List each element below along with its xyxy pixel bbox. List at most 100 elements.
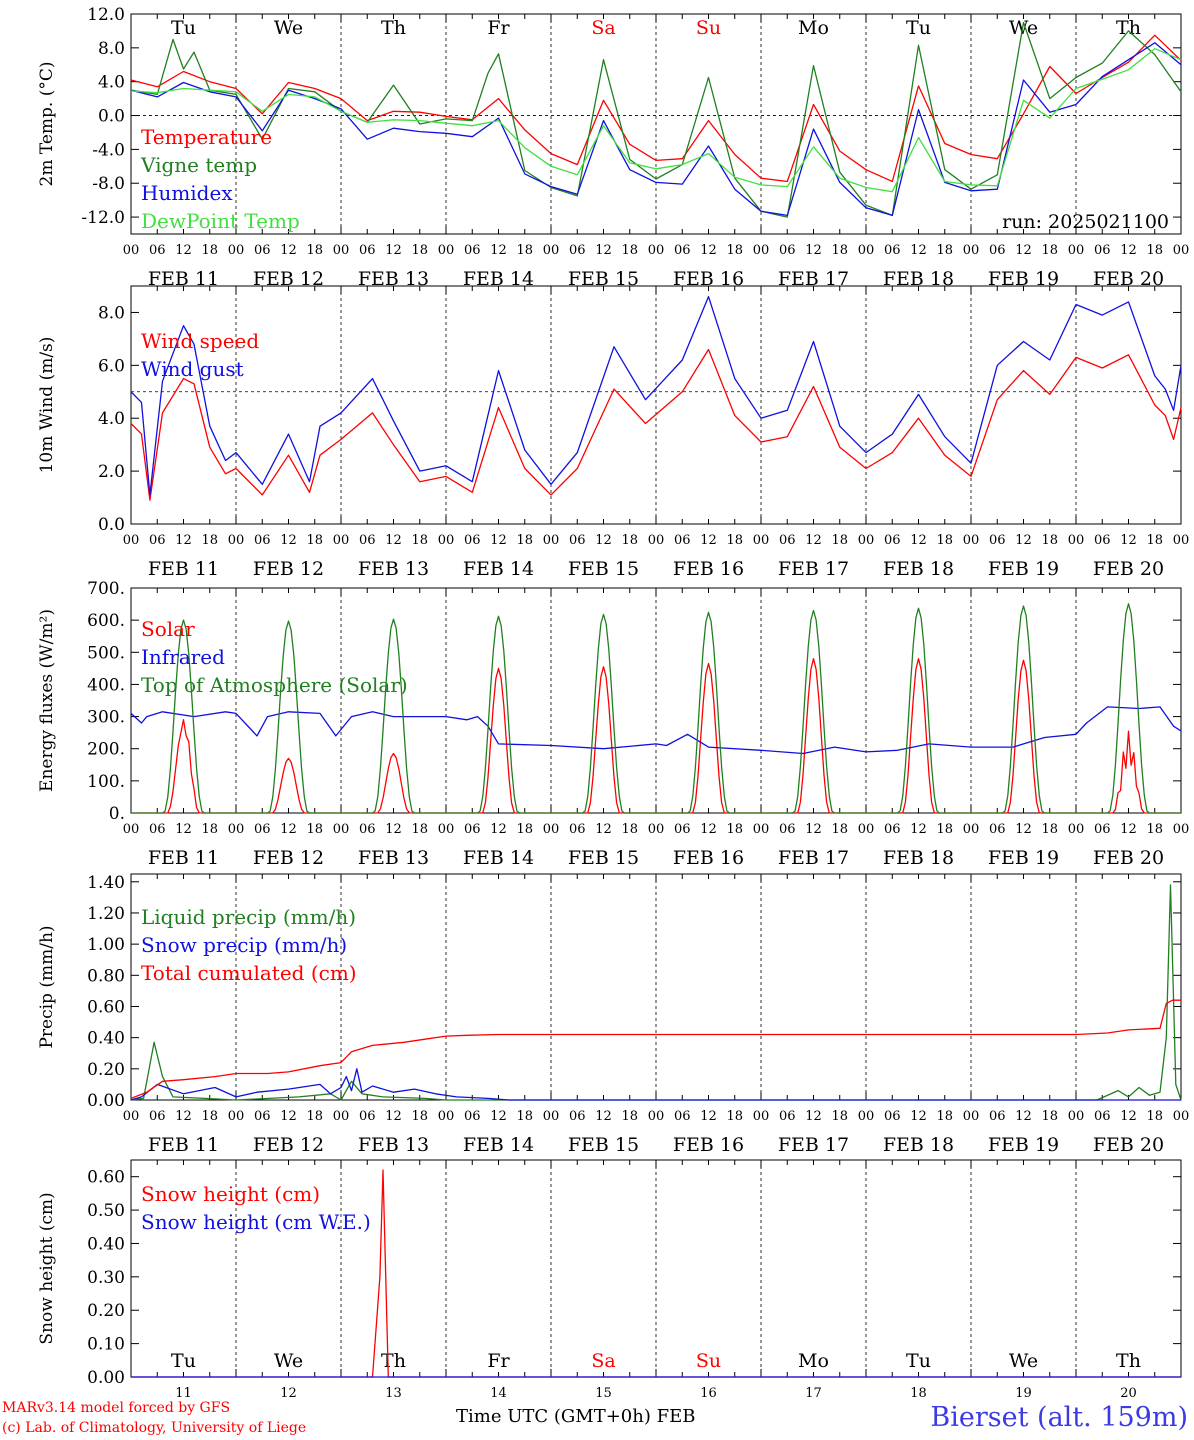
y-tick-label: 12.0 xyxy=(87,5,125,25)
day-header: We xyxy=(274,17,303,39)
hour-tick-label: 00 xyxy=(648,533,665,548)
day-header: Sa xyxy=(591,17,615,39)
hour-tick-label: 06 xyxy=(149,822,166,837)
hour-tick-label: 18 xyxy=(726,1109,743,1124)
day-header: Su xyxy=(696,1350,721,1372)
y-tick-label: 8.0 xyxy=(98,39,125,59)
day-header: Tu xyxy=(171,17,196,39)
legend-entry: Total cumulated (cm) xyxy=(141,961,357,985)
hour-tick-label: 00 xyxy=(963,1109,980,1124)
hour-tick-label: 12 xyxy=(385,533,402,548)
date-label: FEB 16 xyxy=(673,847,744,869)
hour-tick-label: 18 xyxy=(411,1109,428,1124)
hour-tick-label: 00 xyxy=(1173,533,1190,548)
hour-tick-label: 12 xyxy=(1015,822,1032,837)
y-tick-label: -4.0 xyxy=(92,140,125,160)
date-label: FEB 14 xyxy=(463,847,534,869)
panel-2: 8.0 6.0 4.0 2.0 0.0 10m Wind (m/s) 00 06 12 18 FEB… xyxy=(37,285,1190,580)
hour-tick-label: 06 xyxy=(464,533,481,548)
hour-tick-label: 12 xyxy=(910,1109,927,1124)
hour-tick-label: 06 xyxy=(464,243,481,258)
hour-tick-label: 18 xyxy=(516,822,533,837)
hour-tick-label: 06 xyxy=(779,243,796,258)
hour-tick-label: 06 xyxy=(884,1109,901,1124)
hour-tick-label: 00 xyxy=(1173,822,1190,837)
date-label: FEB 20 xyxy=(1093,1134,1164,1156)
y-tick-label: 0.20 xyxy=(87,1060,125,1080)
date-label: FEB 15 xyxy=(568,847,639,869)
y-tick-label: -8.0 xyxy=(92,174,125,194)
hour-tick-label: 06 xyxy=(674,533,691,548)
hour-tick-label: 06 xyxy=(464,822,481,837)
hour-tick-label: 06 xyxy=(884,822,901,837)
y-tick-label: 0.20 xyxy=(87,1301,125,1321)
hour-tick-label: 06 xyxy=(1094,822,1111,837)
hour-tick-label: 06 xyxy=(359,822,376,837)
hour-tick-label: 12 xyxy=(595,243,612,258)
hour-tick-label: 12 xyxy=(280,1109,297,1124)
day-number-label: 17 xyxy=(805,1386,822,1400)
hour-tick-label: 12 xyxy=(1015,243,1032,258)
day-header: Tu xyxy=(171,1350,196,1372)
date-label: FEB 18 xyxy=(883,268,954,290)
legend-entry: Temperature xyxy=(141,125,272,149)
y-tick-label: 0.60 xyxy=(87,1168,125,1188)
series-line-4-2 xyxy=(130,1068,1181,1101)
legend-entry: Wind speed xyxy=(141,329,259,353)
y-axis-label: Energy fluxes (W/m²) xyxy=(37,609,57,792)
hour-tick-label: 18 xyxy=(831,533,848,548)
date-label: FEB 13 xyxy=(358,1134,429,1156)
y-tick-label: 600. xyxy=(87,611,125,631)
hour-tick-label: 00 xyxy=(333,533,350,548)
model-credit: MARv3.14 model forced by GFS xyxy=(2,1400,231,1416)
y-axis-label: Precip (mm/h) xyxy=(37,925,57,1048)
hour-tick-label: 06 xyxy=(254,1109,271,1124)
legend-entry: Snow height (cm) xyxy=(141,1182,320,1206)
hour-tick-label: 18 xyxy=(621,822,638,837)
y-axis-label: Snow height (cm) xyxy=(37,1192,57,1344)
date-label: FEB 13 xyxy=(358,847,429,869)
hour-tick-label: 00 xyxy=(858,243,875,258)
date-label: FEB 14 xyxy=(463,1134,534,1156)
hour-tick-label: 06 xyxy=(674,822,691,837)
date-label: FEB 18 xyxy=(883,847,954,869)
day-number-label: 15 xyxy=(595,1386,612,1400)
date-label: FEB 14 xyxy=(463,558,534,580)
date-label: FEB 17 xyxy=(778,847,849,869)
hour-tick-label: 18 xyxy=(726,243,743,258)
hour-tick-label: 12 xyxy=(910,822,927,837)
hour-tick-label: 06 xyxy=(1094,1109,1111,1124)
y-axis-label: 10m Wind (m/s) xyxy=(37,337,57,474)
hour-tick-label: 00 xyxy=(963,243,980,258)
day-header: We xyxy=(1009,1350,1038,1372)
day-number-label: 16 xyxy=(700,1386,717,1400)
date-label: FEB 12 xyxy=(253,268,324,290)
hour-tick-label: 18 xyxy=(726,533,743,548)
hour-tick-label: 00 xyxy=(753,1109,770,1124)
hour-tick-label: 00 xyxy=(543,243,560,258)
date-label: FEB 15 xyxy=(568,1134,639,1156)
date-label: FEB 11 xyxy=(148,1134,219,1156)
hour-tick-label: 12 xyxy=(595,822,612,837)
hour-tick-label: 12 xyxy=(595,1109,612,1124)
hour-tick-label: 06 xyxy=(464,1109,481,1124)
day-header: Mo xyxy=(798,17,829,39)
hour-tick-label: 12 xyxy=(1120,1109,1137,1124)
legend-entry: DewPoint Temp xyxy=(141,209,300,233)
hour-tick-label: 06 xyxy=(149,243,166,258)
legend-entry: Infrared xyxy=(141,645,225,669)
day-number-label: 14 xyxy=(490,1386,507,1400)
hour-tick-label: 12 xyxy=(490,243,507,258)
hour-tick-label: 18 xyxy=(726,822,743,837)
series-line-3-2 xyxy=(130,706,1182,755)
series-line-4-1 xyxy=(130,884,1182,1101)
hour-tick-label: 00 xyxy=(963,822,980,837)
hour-tick-label: 12 xyxy=(910,243,927,258)
hour-tick-label: 06 xyxy=(149,1109,166,1124)
hour-tick-label: 00 xyxy=(543,822,560,837)
hour-tick-label: 18 xyxy=(1041,533,1058,548)
hour-tick-label: 18 xyxy=(411,243,428,258)
hour-tick-label: 00 xyxy=(753,822,770,837)
hour-tick-label: 00 xyxy=(228,822,245,837)
hour-tick-label: 18 xyxy=(831,822,848,837)
